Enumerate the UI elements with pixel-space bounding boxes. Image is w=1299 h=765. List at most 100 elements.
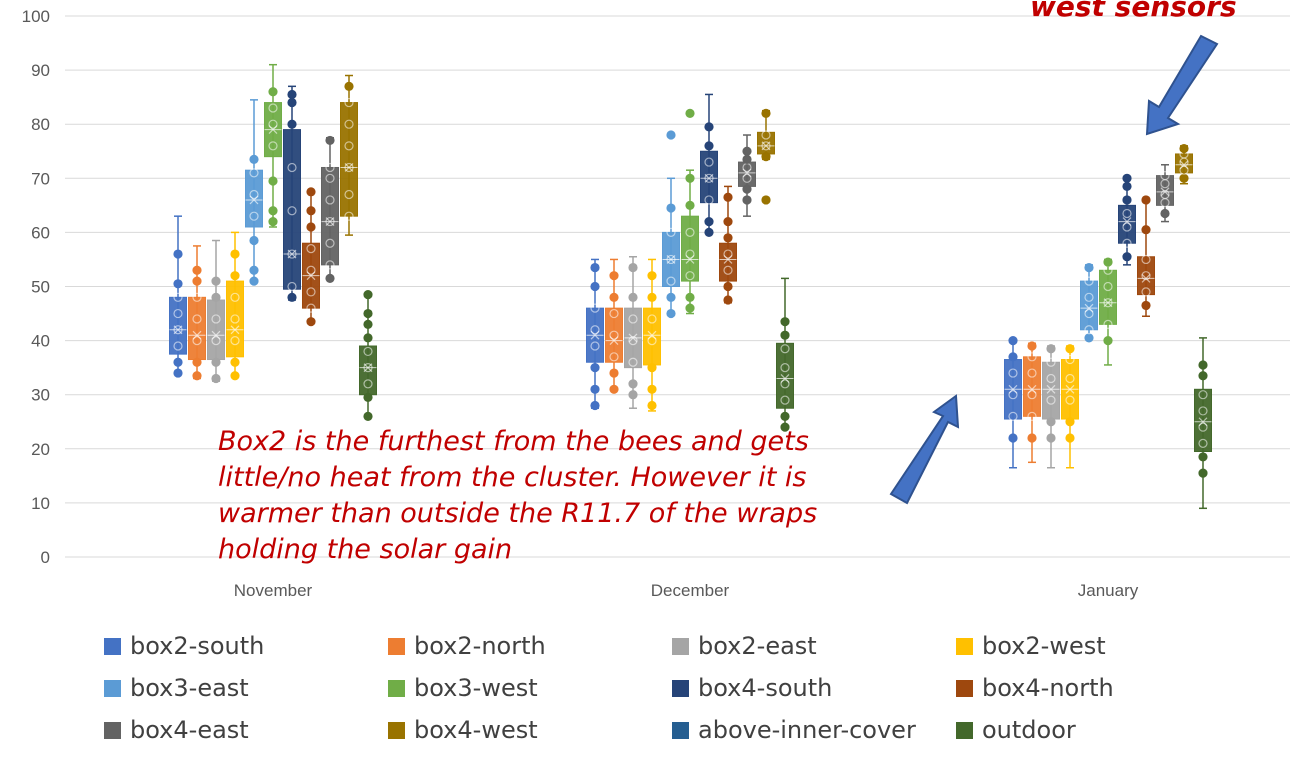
data-point [1199, 361, 1207, 369]
legend-item-above-inner-cover: above-inner-cover [672, 716, 916, 744]
data-point [667, 204, 675, 212]
legend-swatch [104, 722, 121, 739]
data-point [1142, 226, 1150, 234]
data-point [212, 374, 220, 382]
data-point [667, 293, 675, 301]
data-point [762, 153, 770, 161]
legend-item-box2-west: box2-west [956, 632, 1106, 660]
legend-label: box4-east [130, 716, 249, 744]
box-box3-west-december [682, 109, 699, 313]
data-point [705, 123, 713, 131]
data-point [629, 264, 637, 272]
data-point [1028, 342, 1036, 350]
box-box2-north-november [189, 246, 206, 380]
data-point [364, 412, 372, 420]
data-point [686, 201, 694, 209]
legend-label: box2-west [982, 632, 1106, 660]
data-point [1199, 469, 1207, 477]
legend-item-box4-west: box4-west [388, 716, 538, 744]
legend-item-box3-west: box3-west [388, 674, 538, 702]
data-point [345, 82, 353, 90]
box-iqr [1100, 270, 1117, 324]
data-point [174, 369, 182, 377]
data-point [781, 318, 789, 326]
box-outdoor-november [360, 291, 377, 421]
data-point [591, 283, 599, 291]
data-point [743, 147, 751, 155]
y-tick-label: 70 [31, 169, 50, 188]
data-point [1199, 372, 1207, 380]
data-point [269, 88, 277, 96]
box-iqr [1043, 362, 1060, 419]
data-point [1161, 209, 1169, 217]
data-point [762, 196, 770, 204]
legend-item-box4-north: box4-north [956, 674, 1114, 702]
data-point [1066, 418, 1074, 426]
data-point [1009, 353, 1017, 361]
data-point [724, 193, 732, 201]
y-tick-label: 100 [22, 7, 50, 26]
box-iqr [606, 308, 623, 362]
legend-label: box2-south [130, 632, 264, 660]
data-point [174, 358, 182, 366]
x-category-label: December [651, 581, 730, 600]
data-point [193, 372, 201, 380]
legend-item-box3-east: box3-east [104, 674, 249, 702]
legend-label: above-inner-cover [698, 716, 916, 744]
data-point [629, 391, 637, 399]
data-point [667, 310, 675, 318]
data-point [1142, 196, 1150, 204]
data-point [193, 277, 201, 285]
data-point [743, 196, 751, 204]
box-iqr [1138, 257, 1155, 295]
box-box4-east-november [322, 136, 339, 282]
data-point [288, 293, 296, 301]
data-point [1123, 182, 1131, 190]
legend-swatch [956, 722, 973, 739]
legend-swatch [956, 680, 973, 697]
box-box2-south-december [587, 259, 604, 409]
data-point [288, 120, 296, 128]
data-point [724, 218, 732, 226]
legend-label: box4-north [982, 674, 1114, 702]
data-point [174, 280, 182, 288]
box-box2-east-november [208, 241, 225, 383]
data-point [307, 207, 315, 215]
box-box2-west-november [227, 232, 244, 379]
x-category-label: January [1078, 581, 1139, 600]
box-box2-north-january [1024, 342, 1041, 462]
data-point [1066, 434, 1074, 442]
box-box2-north-december [606, 259, 623, 393]
data-point [724, 296, 732, 304]
data-point [781, 412, 789, 420]
y-tick-label: 10 [31, 494, 50, 513]
box-box4-west-november [341, 76, 358, 236]
data-point [364, 310, 372, 318]
box-box3-east-january [1081, 264, 1098, 342]
data-point [686, 174, 694, 182]
legend-label: box4-west [414, 716, 538, 744]
box-box4-west-december [758, 109, 775, 204]
data-point [743, 155, 751, 163]
box-box3-east-november [246, 100, 263, 285]
data-point [326, 274, 334, 282]
box-box4-east-january [1157, 165, 1174, 222]
legend-item-box2-south: box2-south [104, 632, 264, 660]
data-point [1085, 264, 1093, 272]
data-point [591, 402, 599, 410]
box-box4-east-december [739, 135, 756, 216]
y-tick-label: 30 [31, 386, 50, 405]
data-point [364, 334, 372, 342]
box-iqr [720, 243, 737, 281]
box-iqr [701, 151, 718, 202]
data-point [743, 185, 751, 193]
box-iqr [208, 300, 225, 360]
box-outdoor-december [777, 278, 794, 431]
data-point [686, 109, 694, 117]
data-point [610, 272, 618, 280]
data-point [1199, 453, 1207, 461]
y-tick-label: 50 [31, 278, 50, 297]
data-point [193, 358, 201, 366]
data-point [648, 385, 656, 393]
data-point [269, 207, 277, 215]
